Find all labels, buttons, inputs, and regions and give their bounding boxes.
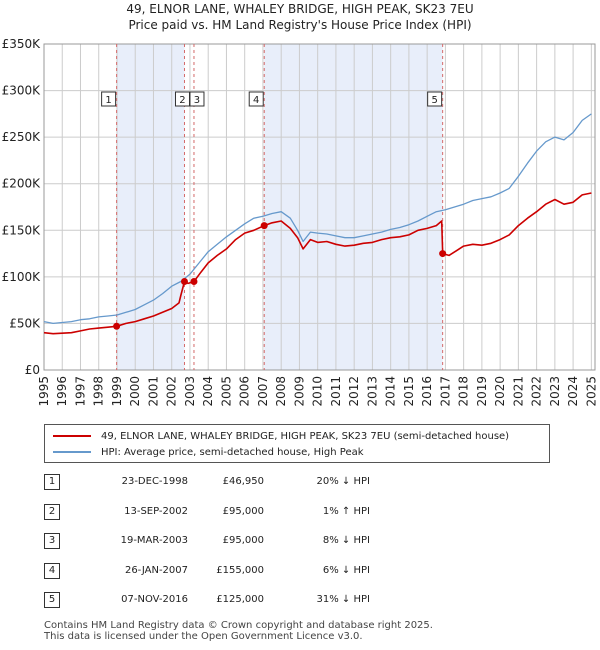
x-tick-label: 2015 <box>402 376 416 407</box>
sale-number-label: 4 <box>253 95 259 106</box>
x-tick-label: 2011 <box>329 376 343 407</box>
sale-number-label: 5 <box>431 95 437 106</box>
sale-number-badge: 2 <box>44 503 60 520</box>
legend-swatch-hpi <box>53 451 91 453</box>
legend: 49, ELNOR LANE, WHALEY BRIDGE, HIGH PEAK… <box>44 424 550 463</box>
x-tick-label: 1997 <box>73 376 87 407</box>
x-tick-label: 2021 <box>511 376 525 407</box>
x-tick-label: 2018 <box>457 376 471 407</box>
sale-number-box <box>101 91 117 107</box>
x-tick-label: 2020 <box>493 376 507 407</box>
sale-date: 19-MAR-2003 <box>120 535 188 546</box>
sale-number-label: 1 <box>105 95 111 106</box>
legend-swatch-property <box>53 435 91 437</box>
x-tick-label: 2010 <box>311 376 325 407</box>
y-tick-label: £300K <box>2 84 42 98</box>
x-tick-label: 2025 <box>584 376 598 407</box>
x-tick-label: 2019 <box>475 376 489 407</box>
sale-number-badge: 5 <box>44 592 60 608</box>
sale-number-label: 2 <box>179 95 185 106</box>
sale-point <box>180 278 188 286</box>
sale-date: 26-JAN-2007 <box>124 564 188 576</box>
x-tick-label: 2009 <box>292 376 306 407</box>
chart-subtitle: Price paid vs. HM Land Registry's House … <box>128 18 472 32</box>
x-tick-label: 2024 <box>566 376 580 407</box>
sale-point <box>260 222 268 230</box>
y-tick-label: £0 <box>25 363 40 377</box>
x-tick-label: 2005 <box>219 376 233 407</box>
x-tick-label: 1999 <box>110 376 124 407</box>
y-tick-label: £200K <box>2 177 42 191</box>
x-tick-label: 1995 <box>37 376 51 407</box>
sale-date: 07-NOV-2016 <box>121 594 188 605</box>
sale-number-badge: 4 <box>44 562 60 579</box>
shaded-span <box>116 44 185 370</box>
x-tick-label: 1996 <box>55 376 69 407</box>
x-tick-label: 2003 <box>183 376 197 407</box>
footer: Contains HM Land Registry data © Crown c… <box>44 620 433 642</box>
shaded-span <box>264 44 443 370</box>
sale-price: £95,000 <box>222 505 264 517</box>
y-tick-label: £100K <box>2 270 42 284</box>
sale-number-box <box>248 91 264 107</box>
y-tick-label: £150K <box>2 223 42 237</box>
sale-point <box>190 278 198 286</box>
x-tick-label: 1998 <box>92 376 106 407</box>
x-tick-label: 2004 <box>201 376 215 407</box>
x-tick-label: 2002 <box>165 376 179 407</box>
legend-label-hpi: HPI: Average price, semi-detached house,… <box>101 446 364 458</box>
sale-number-label: 3 <box>194 95 200 106</box>
x-tick-label: 2022 <box>530 376 544 407</box>
sale-price: £125,000 <box>216 594 264 605</box>
plot-frame <box>43 43 596 371</box>
sale-number-box <box>189 91 205 107</box>
x-tick-label: 2017 <box>438 376 452 407</box>
sale-hpi-diff: 20% ↓ HPI <box>316 476 370 487</box>
sale-number-box <box>427 91 443 107</box>
hpi-line <box>43 113 592 325</box>
x-tick-label: 2006 <box>238 376 252 407</box>
sale-number-badge: 1 <box>44 474 60 490</box>
y-tick-label: £250K <box>2 130 42 144</box>
x-tick-label: 2013 <box>365 376 379 407</box>
price-chart: £0 £50K £100K £150K £200K £250K £300K £350K 1995… <box>2 37 599 407</box>
chart-title: 49, ELNOR LANE, WHALEY BRIDGE, HIGH PEAK… <box>126 2 474 16</box>
sale-date: 13-SEP-2002 <box>124 505 188 517</box>
sale-price: £155,000 <box>216 564 264 576</box>
footer-copyright: Contains HM Land Registry data © Crown c… <box>44 620 433 631</box>
sale-price: £46,950 <box>222 476 264 487</box>
x-tick-label: 2000 <box>128 376 142 407</box>
legend-item-property: 49, ELNOR LANE, WHALEY BRIDGE, HIGH PEAK… <box>53 429 509 443</box>
y-tick-label: £50K <box>9 316 41 330</box>
sale-hpi-diff: 1% ↑ HPI <box>322 505 370 517</box>
sale-hpi-diff: 8% ↓ HPI <box>322 535 370 546</box>
sale-hpi-diff: 31% ↓ HPI <box>316 594 370 605</box>
footer-licence: This data is licensed under the Open Gov… <box>44 631 363 642</box>
y-tick-label: £350K <box>2 37 42 51</box>
x-tick-label: 2023 <box>548 376 562 407</box>
sale-point <box>113 322 121 330</box>
sale-price: £95,000 <box>222 535 264 546</box>
sale-number-badge: 3 <box>44 533 60 549</box>
property-price-line <box>43 192 592 335</box>
x-tick-label: 2007 <box>256 376 270 407</box>
legend-label-property: 49, ELNOR LANE, WHALEY BRIDGE, HIGH PEAK… <box>101 430 510 442</box>
sale-hpi-diff: 6% ↓ HPI <box>322 564 370 576</box>
x-tick-label: 2014 <box>384 376 398 407</box>
x-tick-label: 2016 <box>420 376 434 407</box>
sale-date: 23-DEC-1998 <box>121 476 188 487</box>
sale-point <box>439 250 447 258</box>
x-tick-label: 2012 <box>347 376 361 407</box>
x-tick-label: 2001 <box>146 376 160 407</box>
x-tick-label: 2008 <box>274 376 288 407</box>
legend-item-hpi: HPI: Average price, semi-detached house,… <box>53 445 364 459</box>
